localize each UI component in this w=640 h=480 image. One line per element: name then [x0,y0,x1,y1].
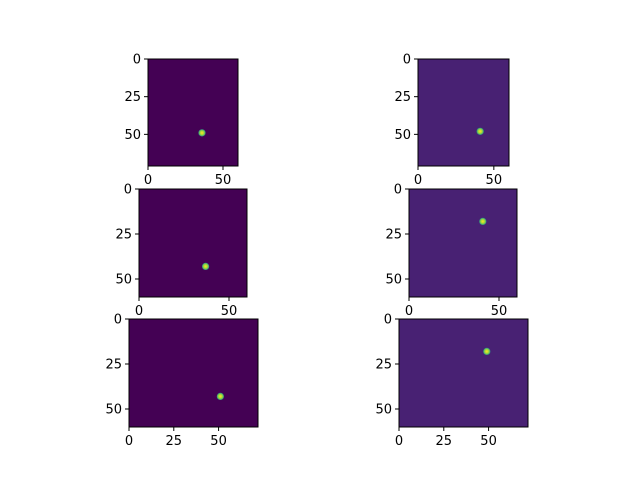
y-tick-label: 25 [115,228,132,243]
x-tick-label: 50 [221,304,238,319]
x-tick-label: 0 [405,304,413,319]
axes-frame [128,318,259,428]
y-tick-label: 25 [394,90,411,105]
x-tick-label: 50 [486,173,503,188]
axes-frame [417,58,510,167]
x-tick-label: 0 [414,173,422,188]
heatmap-spot [198,129,206,137]
heatmap-spot [483,347,491,355]
x-tick-label: 0 [125,434,133,449]
subplot-grid: 0 50 0 25 50 0 50 0 25 50 0 50 0 25 50 0 50 0 25 50 0 25 50 0 25… [105,53,529,449]
subplot-row-2-right: 0 50 0 25 50 [385,183,518,319]
heatmap-background [409,189,517,297]
axes-frame [147,58,239,167]
y-tick-label: 25 [124,90,141,105]
subplot-row-1-left: 0 50 0 25 50 [124,53,239,188]
heatmap-background [139,189,247,297]
y-tick-label: 0 [394,183,402,198]
subplot-row-2-left: 0 50 0 25 50 [115,183,248,319]
x-tick-label: 50 [480,434,497,449]
heatmap-background [418,59,509,166]
y-tick-label: 50 [124,128,141,143]
x-tick-label: 50 [491,304,508,319]
y-tick-label: 0 [403,53,411,68]
heatmap-spot [202,262,210,270]
x-tick-label: 25 [436,434,453,449]
y-tick-label: 0 [124,183,132,198]
x-tick-label: 0 [144,173,152,188]
y-tick-label: 50 [105,403,122,418]
heatmap-spot [479,217,487,225]
y-tick-label: 50 [385,273,402,288]
axes-frame [408,188,518,298]
heatmap-spot [216,392,224,400]
subplot-row-3-right: 0 25 50 0 25 50 [375,313,529,449]
y-tick-label: 25 [375,358,392,373]
y-tick-label: 50 [394,128,411,143]
heatmap-background [148,59,238,166]
x-tick-label: 50 [215,173,232,188]
y-tick-label: 0 [133,53,141,68]
subplot-row-1-right: 0 50 0 25 50 [394,53,510,188]
x-tick-label: 25 [166,434,183,449]
x-tick-label: 50 [210,434,227,449]
subplot-row-3-left: 0 25 50 0 25 50 [105,313,259,449]
y-tick-label: 50 [115,273,132,288]
x-tick-label: 0 [135,304,143,319]
y-tick-label: 25 [385,228,402,243]
y-tick-label: 0 [114,313,122,328]
y-tick-label: 0 [384,313,392,328]
heatmap-spot [476,127,484,135]
axes-frame [398,318,529,428]
axes-frame [138,188,248,298]
x-tick-label: 0 [395,434,403,449]
heatmap-background [129,319,258,427]
heatmap-background [399,319,528,427]
y-tick-label: 25 [105,358,122,373]
y-tick-label: 50 [375,403,392,418]
